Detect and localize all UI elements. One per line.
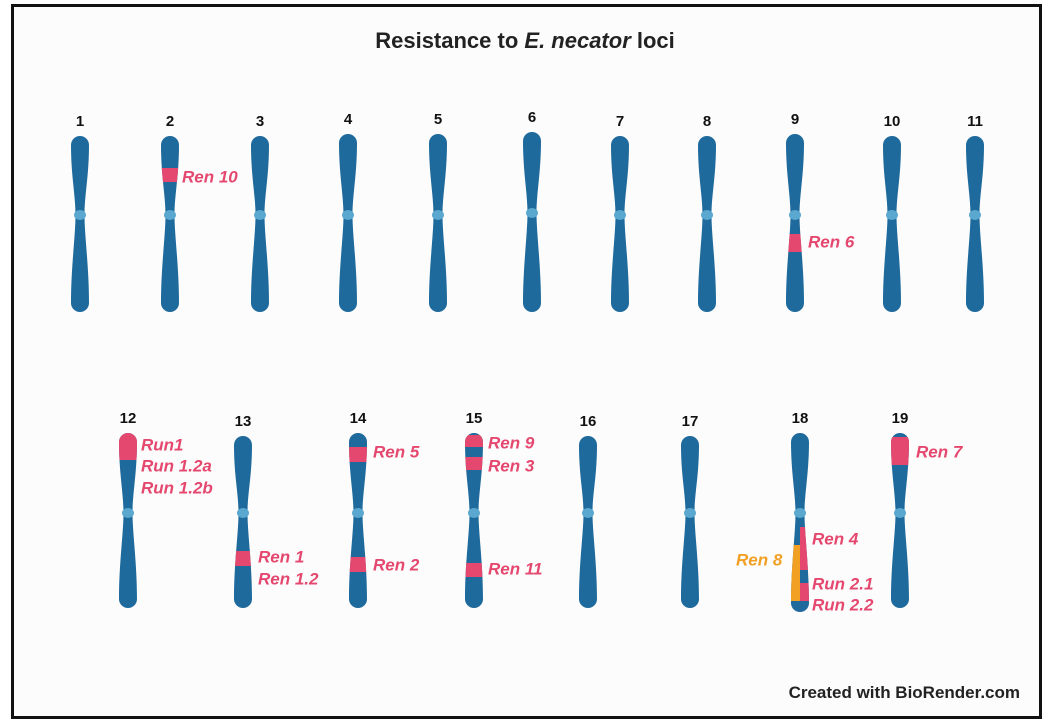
centromere (237, 508, 249, 518)
locus-label: Ren 3 (488, 456, 535, 475)
locus-label: Ren 1 (258, 547, 304, 566)
centromere (582, 508, 594, 518)
chromosome-2 (161, 136, 179, 312)
chromosome-number: 8 (703, 113, 711, 130)
chromosome-16 (579, 436, 597, 608)
chromosome-number: 14 (350, 410, 367, 427)
centromere (684, 508, 696, 518)
figure-title: Resistance to E. necator loci (0, 28, 1050, 54)
chromosome-number: 1 (76, 113, 84, 130)
locus-band (119, 433, 137, 460)
locus-label: Run 2.1 (812, 574, 873, 593)
locus-band (234, 551, 252, 566)
chromosome-number: 2 (166, 113, 174, 130)
locus-label: Ren 2 (373, 555, 420, 574)
centromere (468, 508, 480, 518)
chromosome-number: 6 (528, 109, 536, 126)
chromosome-5 (429, 134, 447, 312)
chromosome-19 (891, 433, 909, 608)
locus-label: Ren 1.2 (258, 569, 319, 588)
chromosome-17 (681, 436, 699, 608)
chromosome-8 (698, 136, 716, 312)
chromosome-number: 16 (580, 413, 597, 430)
centromere (526, 208, 538, 218)
locus-label: Run 2.2 (812, 595, 874, 614)
centromere (894, 508, 906, 518)
locus-band (465, 457, 483, 470)
locus-band (465, 435, 483, 447)
chromosome-4 (339, 134, 357, 312)
locus-band (349, 557, 367, 572)
locus-band (465, 563, 483, 577)
chromosome-7 (611, 136, 629, 312)
centromere (342, 210, 354, 220)
chromosome-3 (251, 136, 269, 312)
chromosome-10 (883, 136, 901, 312)
centromere (614, 210, 626, 220)
centromere (164, 210, 176, 220)
locus-label: Ren 8 (736, 550, 783, 569)
locus-band (800, 527, 809, 570)
centromere (701, 210, 713, 220)
locus-label: Ren 9 (488, 433, 535, 452)
chromosome-number: 5 (434, 111, 442, 128)
chromosome-6 (523, 132, 541, 312)
locus-label: Run 1.2a (141, 456, 212, 475)
centromere (352, 508, 364, 518)
centromere (789, 210, 801, 220)
title-text-suffix: loci (630, 28, 675, 53)
locus-label: Run 1.2b (141, 478, 213, 497)
title-species: E. necator (524, 28, 631, 53)
chromosome-number: 18 (792, 410, 809, 427)
locus-label: Run1 (141, 435, 184, 454)
chromosome-number: 13 (235, 413, 252, 430)
locus-label: Ren 11 (488, 559, 543, 578)
locus-label: Ren 5 (373, 442, 420, 461)
locus-label: Ren 10 (182, 167, 238, 186)
chromosome-number: 17 (682, 413, 699, 430)
locus-band (349, 447, 367, 462)
locus-band (786, 234, 804, 252)
locus-label: Ren 7 (916, 442, 964, 461)
biorender-credit: Created with BioRender.com (788, 683, 1020, 702)
locus-band (891, 437, 909, 465)
chromosome-number: 7 (616, 113, 624, 130)
centromere (254, 210, 266, 220)
chromosome-12 (119, 433, 137, 608)
centromere (794, 508, 806, 518)
chromosome-number: 19 (892, 410, 909, 427)
centromere (886, 210, 898, 220)
centromere (122, 508, 134, 518)
chromosome-1 (71, 136, 89, 312)
chromosome-number: 15 (466, 410, 483, 427)
chromosome-13 (234, 436, 252, 608)
figure-frame (11, 4, 1042, 719)
chromosome-number: 12 (120, 410, 137, 427)
chromosome-number: 9 (791, 111, 799, 128)
chromosome-11 (966, 136, 984, 312)
locus-label: Ren 6 (808, 232, 855, 251)
locus-label: Ren 4 (812, 529, 859, 548)
chromosome-number: 10 (884, 113, 901, 130)
chromosome-9 (786, 134, 804, 312)
centromere (969, 210, 981, 220)
title-text: Resistance to (375, 28, 525, 53)
centromere (74, 210, 86, 220)
chromosome-number: 3 (256, 113, 264, 130)
locus-band (800, 583, 809, 601)
chromosome-number: 11 (967, 113, 983, 130)
locus-band (161, 168, 179, 182)
centromere (432, 210, 444, 220)
locus-band-orange (791, 545, 800, 601)
chromosome-number: 4 (344, 111, 353, 128)
